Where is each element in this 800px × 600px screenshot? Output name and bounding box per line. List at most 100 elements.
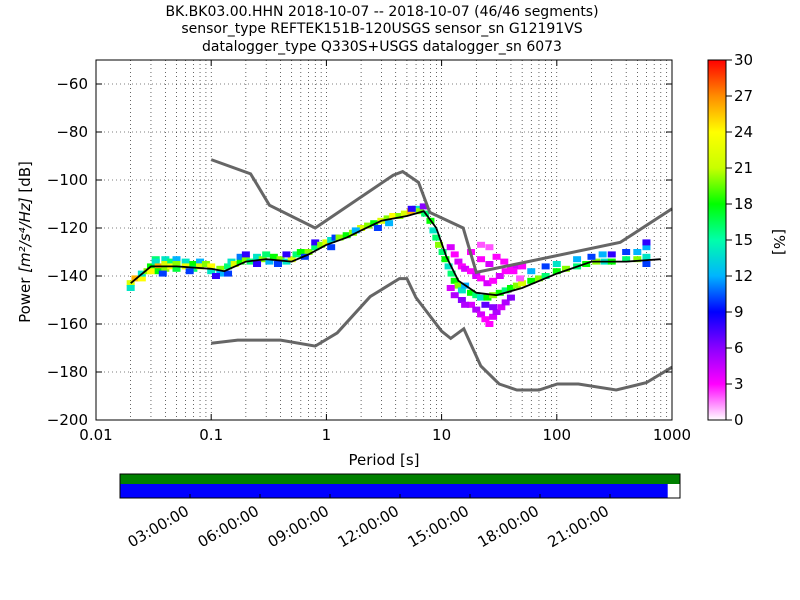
psd-cell <box>497 304 506 311</box>
psd-cell <box>506 285 515 291</box>
psd-cell <box>201 261 210 267</box>
psd-cell <box>573 256 582 263</box>
psd-cell <box>236 253 245 260</box>
psd-cell <box>500 258 509 265</box>
timeline-ticks: 03:00:00 06:00:00 09:00:00 12:00:00 15:00:00… <box>125 494 612 551</box>
psd-cell <box>512 282 521 289</box>
plot-frame <box>95 59 673 421</box>
psd-cell <box>447 270 456 277</box>
psd-cell <box>501 299 510 306</box>
psd-cell <box>622 249 631 255</box>
psd-cell <box>357 225 366 231</box>
colorbar-tick-label: 6 <box>734 339 744 357</box>
psd-cell <box>485 244 494 251</box>
psd-cell <box>457 297 466 303</box>
psd-cell <box>477 294 486 301</box>
psd-cell <box>541 263 550 270</box>
psd-cell <box>236 258 245 265</box>
psd-cell <box>311 244 320 251</box>
psd-cell <box>158 270 167 277</box>
psd-cell <box>607 251 616 258</box>
psd-cell <box>552 268 561 275</box>
psd-cell <box>642 244 651 251</box>
psd-cell <box>489 277 498 284</box>
psd-cell <box>311 239 320 246</box>
psd-cell <box>331 234 340 241</box>
psd-cell <box>446 244 455 251</box>
psd-cell <box>342 232 351 239</box>
psd-cell <box>230 261 239 267</box>
psd-cell <box>126 280 135 287</box>
psd-cell <box>527 268 536 275</box>
x-axis-ticks: 0.01 0.1 1 10 100 1000 <box>79 60 691 444</box>
psd-cell <box>161 256 170 263</box>
psd-cell <box>317 241 326 248</box>
psd-cell <box>454 282 463 289</box>
psd-cell <box>516 275 525 282</box>
psd-cell <box>472 273 481 279</box>
x-tick-label: 1000 <box>653 426 691 444</box>
psd-cell <box>527 277 536 284</box>
timeline-tick-label: 03:00:00 <box>125 502 192 551</box>
colorbar-tick-label: 3 <box>734 375 744 393</box>
chart-title-line-2: sensor_type REFTEK151B-120USGS sensor_sn… <box>181 21 582 37</box>
psd-cell <box>407 205 416 212</box>
timeline-tick-label: 18:00:00 <box>475 502 542 551</box>
psd-cell <box>450 251 459 258</box>
psd-cell <box>385 220 394 227</box>
low-noise-model-line <box>211 277 673 392</box>
psd-cell <box>477 241 486 248</box>
psd-cell <box>481 301 490 308</box>
colorbar-tick-label: 9 <box>734 303 744 321</box>
psd-cell <box>172 256 181 263</box>
psd-cell <box>241 251 250 258</box>
x-tick-label: 100 <box>542 426 571 444</box>
colorbar: 0 3 6 9 12 15 18 21 24 27 30 [%] <box>707 51 788 429</box>
psd-cell <box>276 256 285 263</box>
y-tick-label: −140 <box>47 267 88 285</box>
y-tick-label: −200 <box>47 411 88 429</box>
colorbar-label: [%] <box>770 229 788 255</box>
psd-cell <box>265 258 274 265</box>
psd-cell <box>633 249 642 255</box>
psd-cell <box>335 234 344 241</box>
psd-cell <box>461 265 470 272</box>
psd-cell <box>454 258 463 265</box>
psd-cell <box>642 261 651 267</box>
psd-cell <box>172 261 181 267</box>
psd-cell <box>489 313 498 320</box>
x-tick-label: 0.1 <box>199 426 223 444</box>
colorbar-tick-label: 12 <box>734 267 753 285</box>
psd-cell <box>400 210 409 217</box>
y-tick-label: −160 <box>47 315 88 333</box>
psd-cell <box>351 227 360 234</box>
psd-cell <box>154 268 163 275</box>
psd-cell <box>633 256 642 263</box>
psd-cell <box>446 285 455 291</box>
psd-cell <box>241 256 250 263</box>
psd-cell <box>151 258 160 265</box>
y-axis-label-units: [m²/s⁴/Hz] <box>16 197 34 273</box>
x-axis-label: Period [s] <box>348 451 419 469</box>
x-tick-label: 0.01 <box>79 426 112 444</box>
psd-cell <box>450 292 459 299</box>
colorbar-tick-label: 15 <box>734 231 753 249</box>
psd-cell <box>395 213 404 219</box>
colorbar-ticks: 0 3 6 9 12 15 18 21 24 27 30 <box>726 51 753 429</box>
psd-cell <box>327 244 336 251</box>
psd-cell <box>383 215 392 222</box>
psd-cell <box>196 263 205 270</box>
psd-cell <box>441 256 450 263</box>
psd-cell <box>495 273 504 279</box>
psd-cell <box>432 234 441 241</box>
timeline-used-bar <box>120 484 668 498</box>
psd-cell <box>292 251 301 258</box>
psd-cell <box>435 241 444 248</box>
psd-cell <box>561 265 570 272</box>
psd-cell <box>518 263 527 270</box>
high-noise-model-line <box>210 158 673 275</box>
psd-cell <box>485 261 494 267</box>
psd-cell <box>373 225 382 231</box>
psd-cell <box>273 261 282 267</box>
